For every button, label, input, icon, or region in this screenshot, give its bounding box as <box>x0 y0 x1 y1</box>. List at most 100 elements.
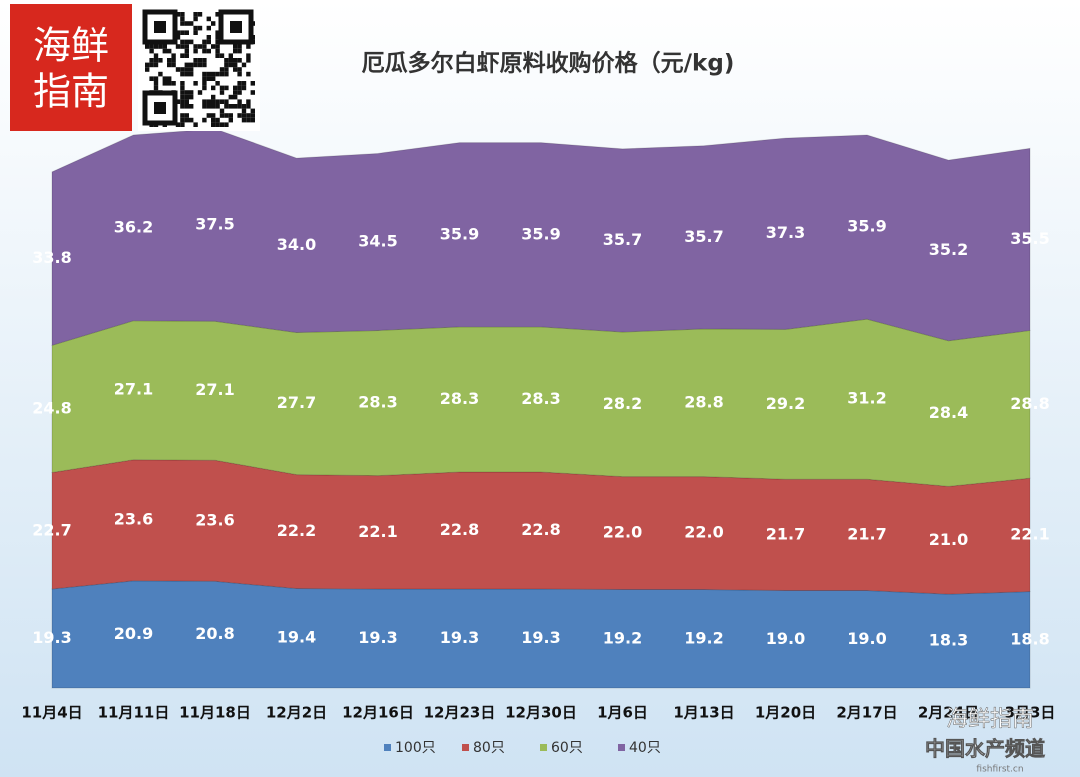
qr-cell <box>184 44 189 49</box>
data-label: 22.1 <box>1010 524 1049 543</box>
data-label: 22.0 <box>684 523 723 542</box>
qr-cell <box>153 62 159 68</box>
qr-cell <box>241 113 247 118</box>
qr-cell <box>224 62 229 68</box>
data-label: 22.1 <box>358 522 397 541</box>
qr-cell <box>162 76 167 81</box>
qr-cell <box>219 90 225 95</box>
data-label: 35.9 <box>440 224 479 243</box>
qr-cell <box>184 39 189 45</box>
data-label: 19.4 <box>277 628 316 647</box>
qr-cell <box>167 58 172 63</box>
qr-cell <box>162 81 167 86</box>
qr-cell <box>184 117 189 123</box>
qr-cell <box>219 53 225 58</box>
qr-cell <box>184 94 189 100</box>
qr-cell <box>184 113 189 118</box>
data-label: 35.5 <box>1010 229 1049 248</box>
qr-finder <box>154 102 166 114</box>
qr-cell <box>241 81 247 86</box>
qr-cell <box>224 122 229 127</box>
data-label: 20.8 <box>195 624 234 643</box>
qr-cell <box>233 48 238 54</box>
qr-cell <box>153 44 159 49</box>
qr-cell <box>202 85 207 91</box>
qr-cell <box>202 104 207 109</box>
qr-cell <box>180 67 185 72</box>
logo-box <box>10 4 132 131</box>
qr-cell <box>237 113 242 118</box>
qr-cell <box>215 12 220 17</box>
data-label: 27.7 <box>277 393 316 412</box>
qr-cell <box>180 113 185 118</box>
data-label: 37.5 <box>195 215 234 234</box>
data-label: 28.8 <box>684 392 723 411</box>
qr-cell <box>250 113 255 118</box>
qr-cell <box>153 58 159 63</box>
qr-cell <box>228 117 233 123</box>
qr-cell <box>180 53 185 58</box>
qr-cell <box>206 99 211 104</box>
qr-cell <box>211 113 216 118</box>
qr-cell <box>149 76 154 81</box>
data-label: 22.2 <box>277 521 316 540</box>
qr-finder <box>154 21 166 33</box>
qr-cell <box>189 94 194 100</box>
data-label: 34.0 <box>277 235 316 254</box>
qr-cell <box>153 85 159 91</box>
qr-cell <box>237 71 242 77</box>
qr-cell <box>202 39 207 45</box>
watermark-site: fishfirst.cn <box>976 765 1023 775</box>
qr-cell <box>215 30 220 35</box>
qr-cell <box>158 44 163 49</box>
qr-cell <box>237 58 242 63</box>
qr-cell <box>202 76 207 81</box>
qr-cell <box>246 58 251 63</box>
data-label: 19.3 <box>521 628 560 647</box>
qr-cell <box>211 99 216 104</box>
chart-title: 厄瓜多尔白虾原料收购价格（元/kg) <box>362 50 735 77</box>
x-tick-label: 11月18日 <box>179 704 251 722</box>
qr-cell <box>250 90 255 95</box>
qr-cell <box>206 39 211 45</box>
qr-cell <box>246 71 251 77</box>
qr-cell <box>180 85 185 91</box>
qr-cell <box>211 71 216 77</box>
qr-cell <box>224 113 229 118</box>
data-label: 22.8 <box>440 520 479 539</box>
qr-cell <box>189 90 194 95</box>
logo-text: 指南 <box>33 70 109 114</box>
data-label: 19.2 <box>603 628 642 647</box>
data-label: 19.2 <box>684 628 723 647</box>
qr-cell <box>180 71 185 77</box>
qr-cell <box>211 122 216 127</box>
data-label: 33.8 <box>32 248 71 267</box>
data-label: 37.3 <box>766 223 805 242</box>
qr-cell <box>171 53 176 58</box>
qr-cell <box>189 117 194 123</box>
qr-cell <box>184 30 189 35</box>
data-label: 31.2 <box>847 389 886 408</box>
qr-cell <box>180 21 185 26</box>
qr-cell <box>206 48 211 54</box>
qr-code <box>138 4 260 131</box>
qr-cell <box>193 12 198 17</box>
qr-cell <box>193 81 198 86</box>
data-label: 19.3 <box>358 628 397 647</box>
qr-cell <box>180 12 185 17</box>
area <box>51 318 1031 487</box>
qr-cell <box>197 25 203 31</box>
qr-cell <box>193 44 198 49</box>
qr-cell <box>175 35 181 40</box>
qr-cell <box>250 108 255 114</box>
area <box>51 128 1031 346</box>
qr-finder <box>218 9 254 45</box>
qr-cell <box>167 81 172 86</box>
qr-cell <box>171 81 176 86</box>
qr-cell <box>211 76 216 81</box>
qr-cell <box>215 99 220 104</box>
qr-cell <box>224 104 229 109</box>
qr-cell <box>180 122 185 127</box>
qr-cell <box>149 58 154 63</box>
qr-cell <box>228 104 233 109</box>
